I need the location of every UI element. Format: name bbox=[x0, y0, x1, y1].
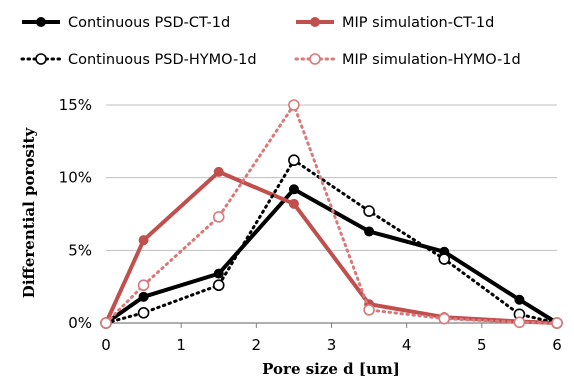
series-line-3 bbox=[104, 103, 559, 325]
legend-entry-continuous-psd-ct: Continuous PSD-CT-1d bbox=[22, 15, 230, 31]
legend-label-continuous-psd-ct: Continuous PSD-CT-1d bbox=[68, 15, 230, 31]
y-tick-label-1: 5% bbox=[68, 241, 92, 259]
series-3-point-1 bbox=[137, 279, 150, 292]
legend-marker-mip-ct bbox=[310, 17, 320, 27]
series-1-point-3 bbox=[288, 198, 299, 209]
y-tick-label-3: 15% bbox=[59, 96, 92, 114]
series-line-2 bbox=[104, 158, 559, 325]
x-tick-label-2: 2 bbox=[252, 336, 262, 354]
legend-label-mip-hymo: MIP simulation-HYMO-1d bbox=[342, 52, 521, 68]
legend-label-mip-ct: MIP simulation-CT-1d bbox=[342, 15, 494, 31]
legend-marker-mip-hymo bbox=[309, 53, 321, 65]
series-2-point-3 bbox=[288, 154, 300, 167]
x-tick-labels: 0 1 2 3 4 5 6 bbox=[101, 336, 562, 354]
y-axis-title: Differential porosity bbox=[20, 127, 38, 299]
axes bbox=[105, 322, 558, 328]
y-tick-labels: 0% 5% 10% 15% bbox=[59, 96, 92, 332]
x-tick-label-5: 5 bbox=[477, 336, 487, 354]
legend-entry-mip-ct: MIP simulation-CT-1d bbox=[296, 15, 494, 31]
gridlines bbox=[106, 104, 557, 251]
x-tick-label-1: 1 bbox=[176, 336, 186, 354]
series-1-point-1 bbox=[138, 235, 149, 246]
x-axis-title: Pore size d [um] bbox=[262, 360, 400, 378]
series-3-point-4 bbox=[363, 304, 375, 316]
series-group bbox=[100, 99, 563, 329]
series-0-point-3 bbox=[288, 184, 299, 195]
y-tick-label-2: 10% bbox=[59, 169, 92, 187]
y-tick-label-0: 0% bbox=[68, 314, 92, 332]
legend-marker-continuous-psd-hymo bbox=[35, 53, 47, 65]
series-line-1 bbox=[104, 169, 558, 325]
series-3-point-3 bbox=[288, 99, 300, 111]
x-tick-label-0: 0 bbox=[101, 336, 111, 354]
series-2-point-5 bbox=[438, 253, 451, 265]
series-0-point-6 bbox=[514, 294, 525, 305]
series-2-point-4 bbox=[363, 205, 375, 217]
series-0-point-2 bbox=[213, 268, 224, 279]
series-3-point-5 bbox=[438, 312, 451, 325]
legend-marker-continuous-psd-ct bbox=[36, 17, 46, 27]
series-3-point-7 bbox=[551, 317, 563, 329]
series-3-point-2 bbox=[212, 211, 225, 223]
series-3-point-6 bbox=[513, 316, 526, 329]
legend-label-continuous-psd-hymo: Continuous PSD-HYMO-1d bbox=[68, 52, 257, 68]
series-0-point-4 bbox=[364, 226, 375, 237]
legend-entry-mip-hymo: MIP simulation-HYMO-1d bbox=[294, 52, 521, 68]
series-0-point-1 bbox=[138, 291, 149, 302]
x-tick-label-6: 6 bbox=[552, 336, 562, 354]
series-3-point-0 bbox=[100, 317, 112, 329]
legend: Continuous PSD-CT-1d MIP simulation-CT-1… bbox=[20, 15, 521, 68]
series-2-point-2 bbox=[212, 279, 225, 292]
series-1-point-2 bbox=[213, 166, 224, 177]
legend-entry-continuous-psd-hymo: Continuous PSD-HYMO-1d bbox=[20, 52, 257, 68]
x-tick-label-3: 3 bbox=[327, 336, 337, 354]
series-2-point-1 bbox=[137, 307, 150, 319]
x-tick-label-4: 4 bbox=[402, 336, 412, 354]
